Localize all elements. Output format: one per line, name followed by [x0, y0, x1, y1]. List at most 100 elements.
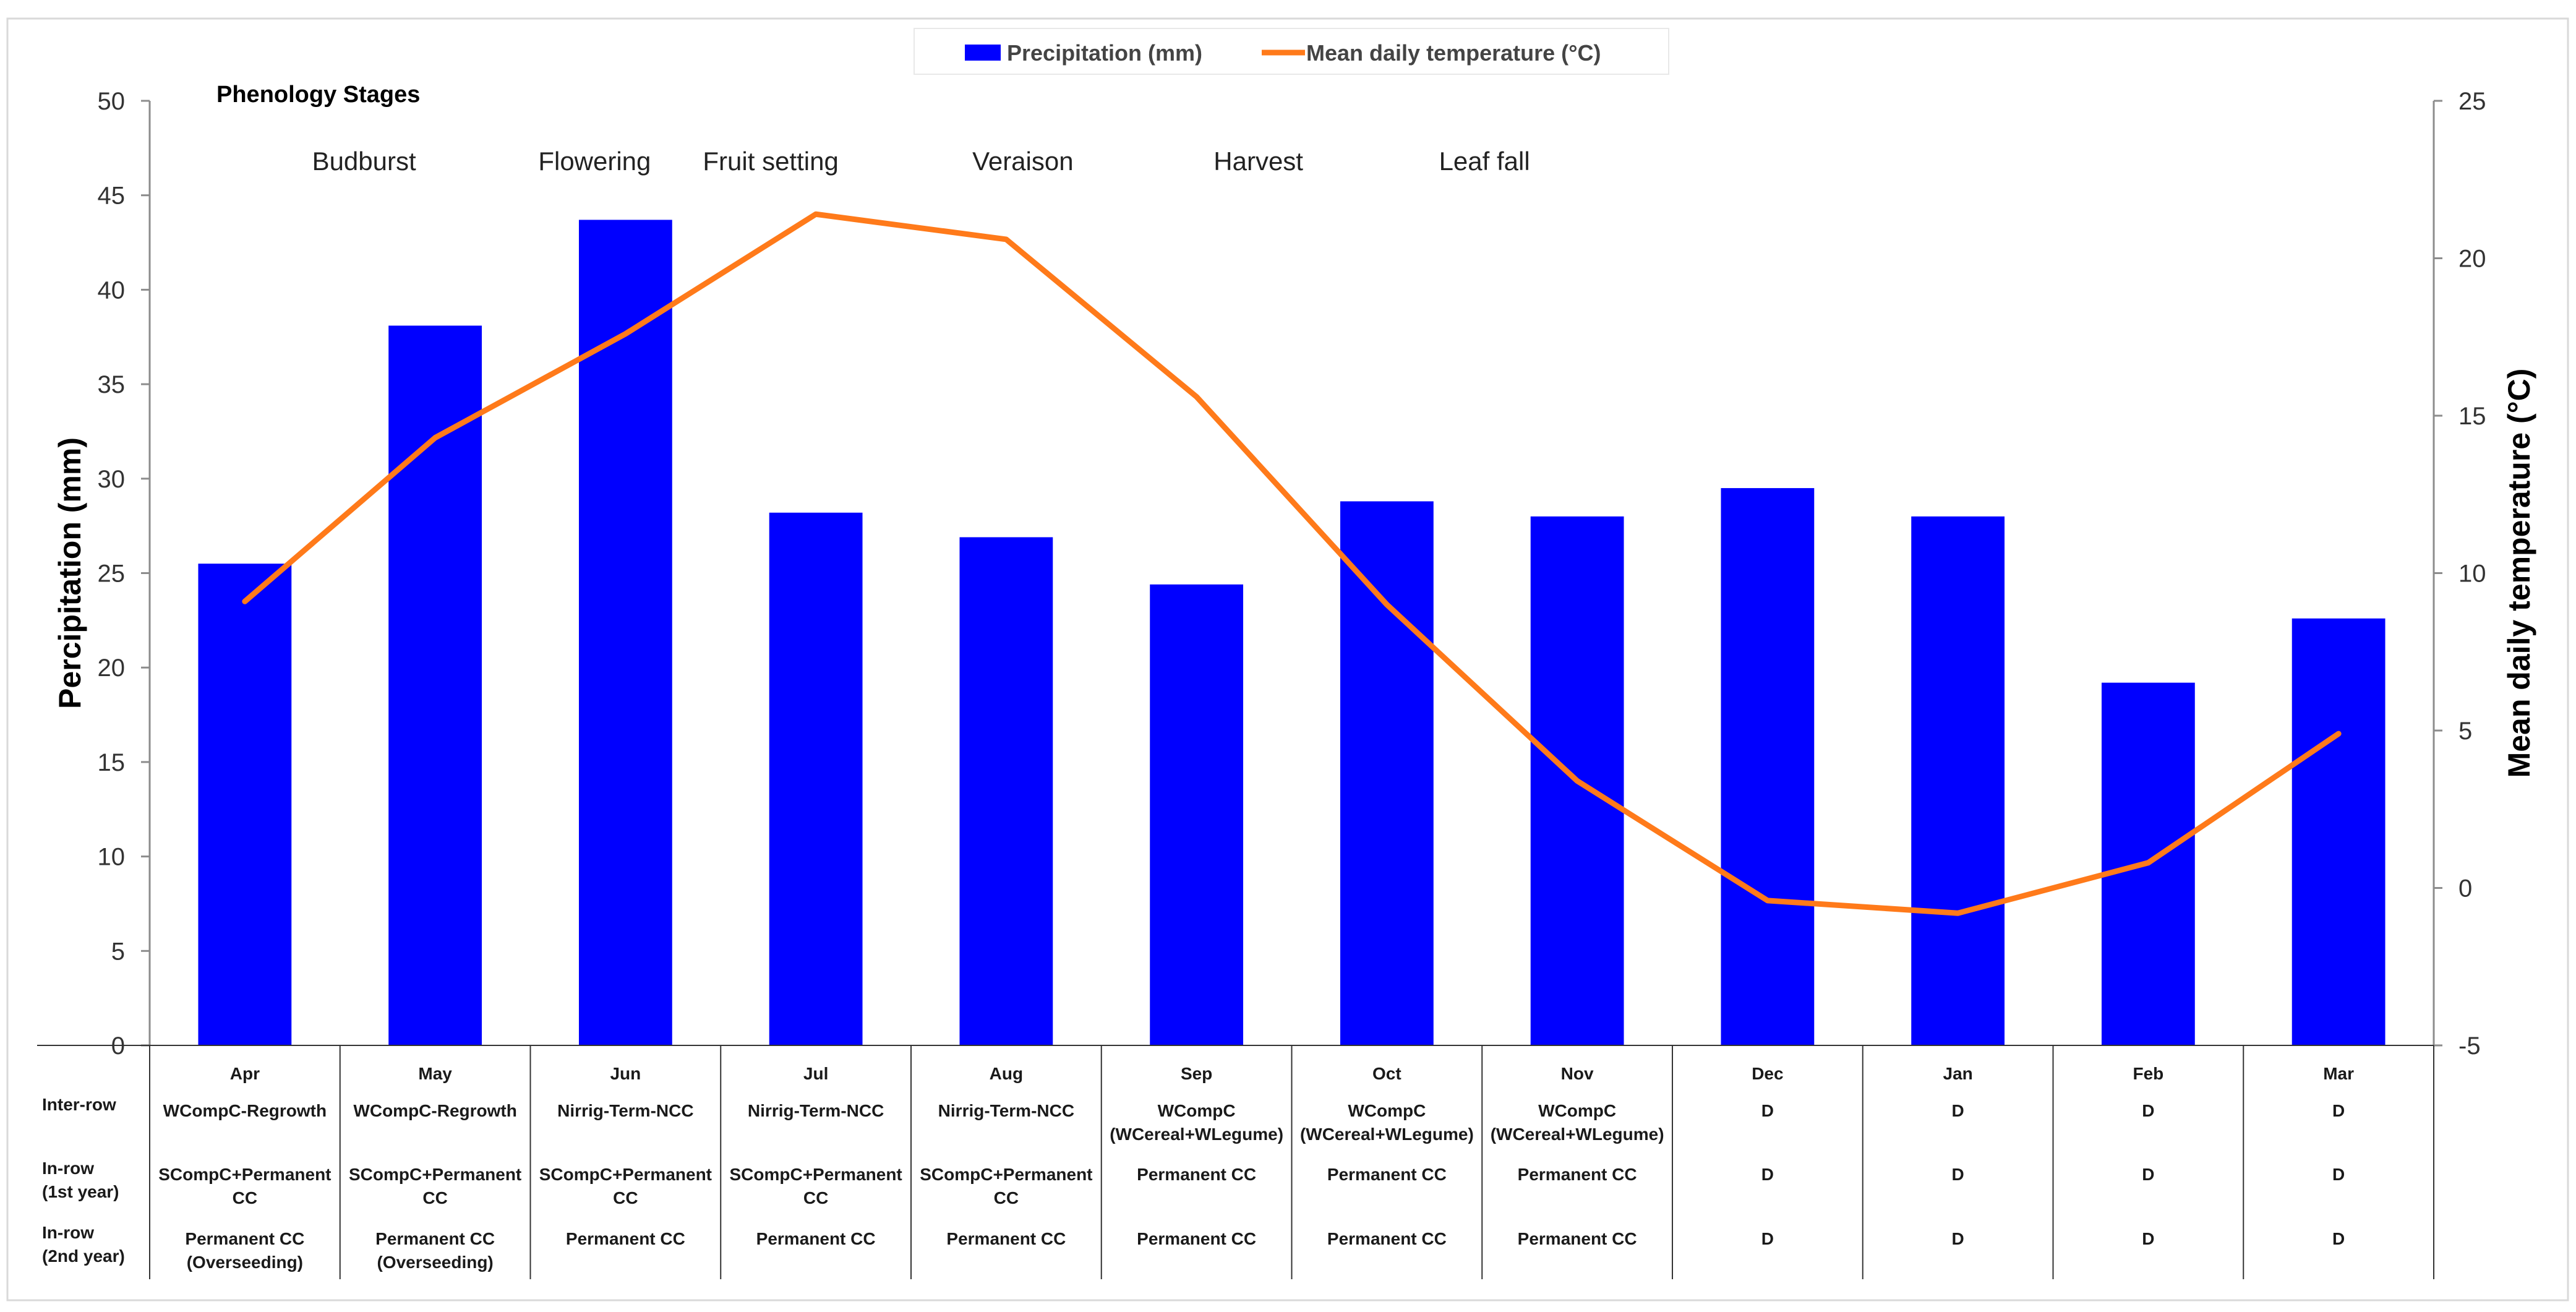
- table-cell: (WCereal+WLegume): [1300, 1125, 1474, 1144]
- x-tick-label-dec: Dec: [1752, 1064, 1783, 1083]
- table-cell: CC: [233, 1188, 257, 1207]
- table-cell: Permanent CC: [1137, 1165, 1256, 1184]
- phenology-stage-flowering: Flowering: [538, 147, 651, 176]
- point-temperature-sep: [1194, 395, 1199, 399]
- bar-precipitation-jan: [1911, 516, 2005, 1045]
- point-temperature-feb: [2146, 860, 2150, 865]
- point-temperature-jun: [623, 332, 628, 336]
- y-tick-label-left: 30: [98, 466, 126, 493]
- x-tick-label-oct: Oct: [1372, 1064, 1401, 1083]
- bar-precipitation-mar: [2291, 618, 2386, 1045]
- bar-precipitation-sep: [1150, 584, 1244, 1045]
- legend-label-temperature: Mean daily temperature (°C): [1306, 40, 1601, 66]
- table-cell: (WCereal+WLegume): [1110, 1125, 1283, 1144]
- point-temperature-dec: [1765, 898, 1769, 903]
- x-tick-label-jul: Jul: [803, 1064, 828, 1083]
- table-cell: Permanent CC: [1327, 1229, 1447, 1248]
- table-cell: Nirrig-Term-NCC: [938, 1101, 1074, 1120]
- table-cell: D: [1761, 1229, 1774, 1248]
- table-row-label: In-row: [42, 1159, 94, 1178]
- y-axis-title-left: Percipitation (mm): [53, 437, 87, 709]
- phenology-stage-fruit-setting: Fruit setting: [703, 147, 838, 176]
- point-temperature-apr: [242, 599, 247, 604]
- table-row-label: (1st year): [42, 1182, 119, 1201]
- chart-frame: [6, 17, 2569, 1301]
- table-cell: Nirrig-Term-NCC: [557, 1101, 693, 1120]
- table-cell: D: [2332, 1165, 2345, 1184]
- y-tick-label-right: 25: [2458, 88, 2486, 115]
- table-cell: Permanent CC: [1327, 1165, 1447, 1184]
- line-temperature: [242, 211, 2342, 916]
- x-tick-label-jun: Jun: [610, 1064, 641, 1083]
- table-cell: SCompC+Permanent: [158, 1165, 331, 1184]
- y-axis-title-right: Mean daily temperature (°C): [2502, 369, 2536, 778]
- table-cell: Nirrig-Term-NCC: [748, 1101, 884, 1120]
- y-tick-label-right: 5: [2458, 718, 2472, 745]
- y-tick-label-left: 35: [98, 371, 126, 398]
- y-tick-label-left: 10: [98, 844, 126, 871]
- table-cell: WCompC-Regrowth: [163, 1101, 327, 1120]
- legend-box: [914, 28, 1669, 75]
- table-cell: D: [1761, 1101, 1774, 1120]
- bar-precipitation-aug: [959, 537, 1053, 1045]
- bar-precipitation-apr: [198, 564, 292, 1045]
- y-tick-label-left: 15: [98, 749, 126, 776]
- table-cell: Permanent CC: [1518, 1229, 1637, 1248]
- table-cell: CC: [422, 1188, 447, 1207]
- y-tick-label-right: -5: [2458, 1032, 2481, 1060]
- table-cell: Permanent CC: [375, 1229, 495, 1248]
- point-temperature-mar: [2337, 732, 2341, 736]
- y-tick-label-left: 50: [98, 88, 126, 115]
- phenology-stage-veraison: Veraison: [972, 147, 1073, 176]
- x-tick-label-may: May: [418, 1064, 452, 1083]
- bar-precipitation-may: [388, 325, 482, 1045]
- y-tick-label-left: 20: [98, 654, 126, 682]
- x-tick-label-jan: Jan: [1943, 1064, 1973, 1083]
- table-cell: SCompC+Permanent: [920, 1165, 1092, 1184]
- table-cell: WCompC: [1158, 1101, 1236, 1120]
- y-tick-label-right: 15: [2458, 403, 2486, 430]
- table-cell: D: [2142, 1229, 2154, 1248]
- y-tick-label-left: 5: [111, 938, 125, 965]
- table-cell: D: [1952, 1101, 1964, 1120]
- table-cell: (Overseeding): [377, 1253, 493, 1272]
- table-cell: (Overseeding): [187, 1253, 303, 1272]
- table-cell: CC: [994, 1188, 1019, 1207]
- table-cell: WCompC: [1348, 1101, 1426, 1120]
- phenology-stage-harvest: Harvest: [1213, 147, 1303, 176]
- legend-swatch-precipitation: [965, 45, 1001, 61]
- table-cell: D: [2332, 1101, 2345, 1120]
- table-row-label: Inter-row: [42, 1095, 116, 1114]
- table-cell: Permanent CC: [566, 1229, 685, 1248]
- legend-label-precipitation: Precipitation (mm): [1007, 40, 1202, 66]
- x-tick-label-nov: Nov: [1561, 1064, 1594, 1083]
- y-tick-label-left: 40: [98, 277, 126, 304]
- y-tick-label-right: 20: [2458, 246, 2486, 273]
- table-cell: Permanent CC: [1518, 1165, 1637, 1184]
- table-cell: (WCereal+WLegume): [1491, 1125, 1664, 1144]
- y-tick-label-left: 25: [98, 560, 126, 588]
- table-cell: Permanent CC: [1137, 1229, 1256, 1248]
- point-temperature-may: [433, 435, 437, 440]
- table-cell: Permanent CC: [756, 1229, 876, 1248]
- table-cell: D: [1952, 1165, 1964, 1184]
- table-cell: WCompC-Regrowth: [353, 1101, 516, 1120]
- x-tick-label-feb: Feb: [2133, 1064, 2163, 1083]
- table-row-label: In-row: [42, 1223, 94, 1242]
- bar-precipitation-jul: [769, 512, 863, 1045]
- bar-precipitation-jun: [578, 220, 672, 1046]
- point-temperature-aug: [1004, 237, 1008, 241]
- y-tick-label-right: 10: [2458, 560, 2486, 588]
- table-cell: D: [2332, 1229, 2345, 1248]
- point-temperature-jul: [814, 212, 818, 217]
- point-temperature-nov: [1575, 779, 1580, 783]
- table-cell: CC: [803, 1188, 828, 1207]
- table-cell: D: [2142, 1101, 2154, 1120]
- table-cell: D: [2142, 1165, 2154, 1184]
- x-tick-label-apr: Apr: [230, 1064, 260, 1083]
- phenology-stage-leaf-fall: Leaf fall: [1439, 147, 1530, 176]
- table-cell: D: [1952, 1229, 1964, 1248]
- bar-precipitation-dec: [1721, 488, 1815, 1045]
